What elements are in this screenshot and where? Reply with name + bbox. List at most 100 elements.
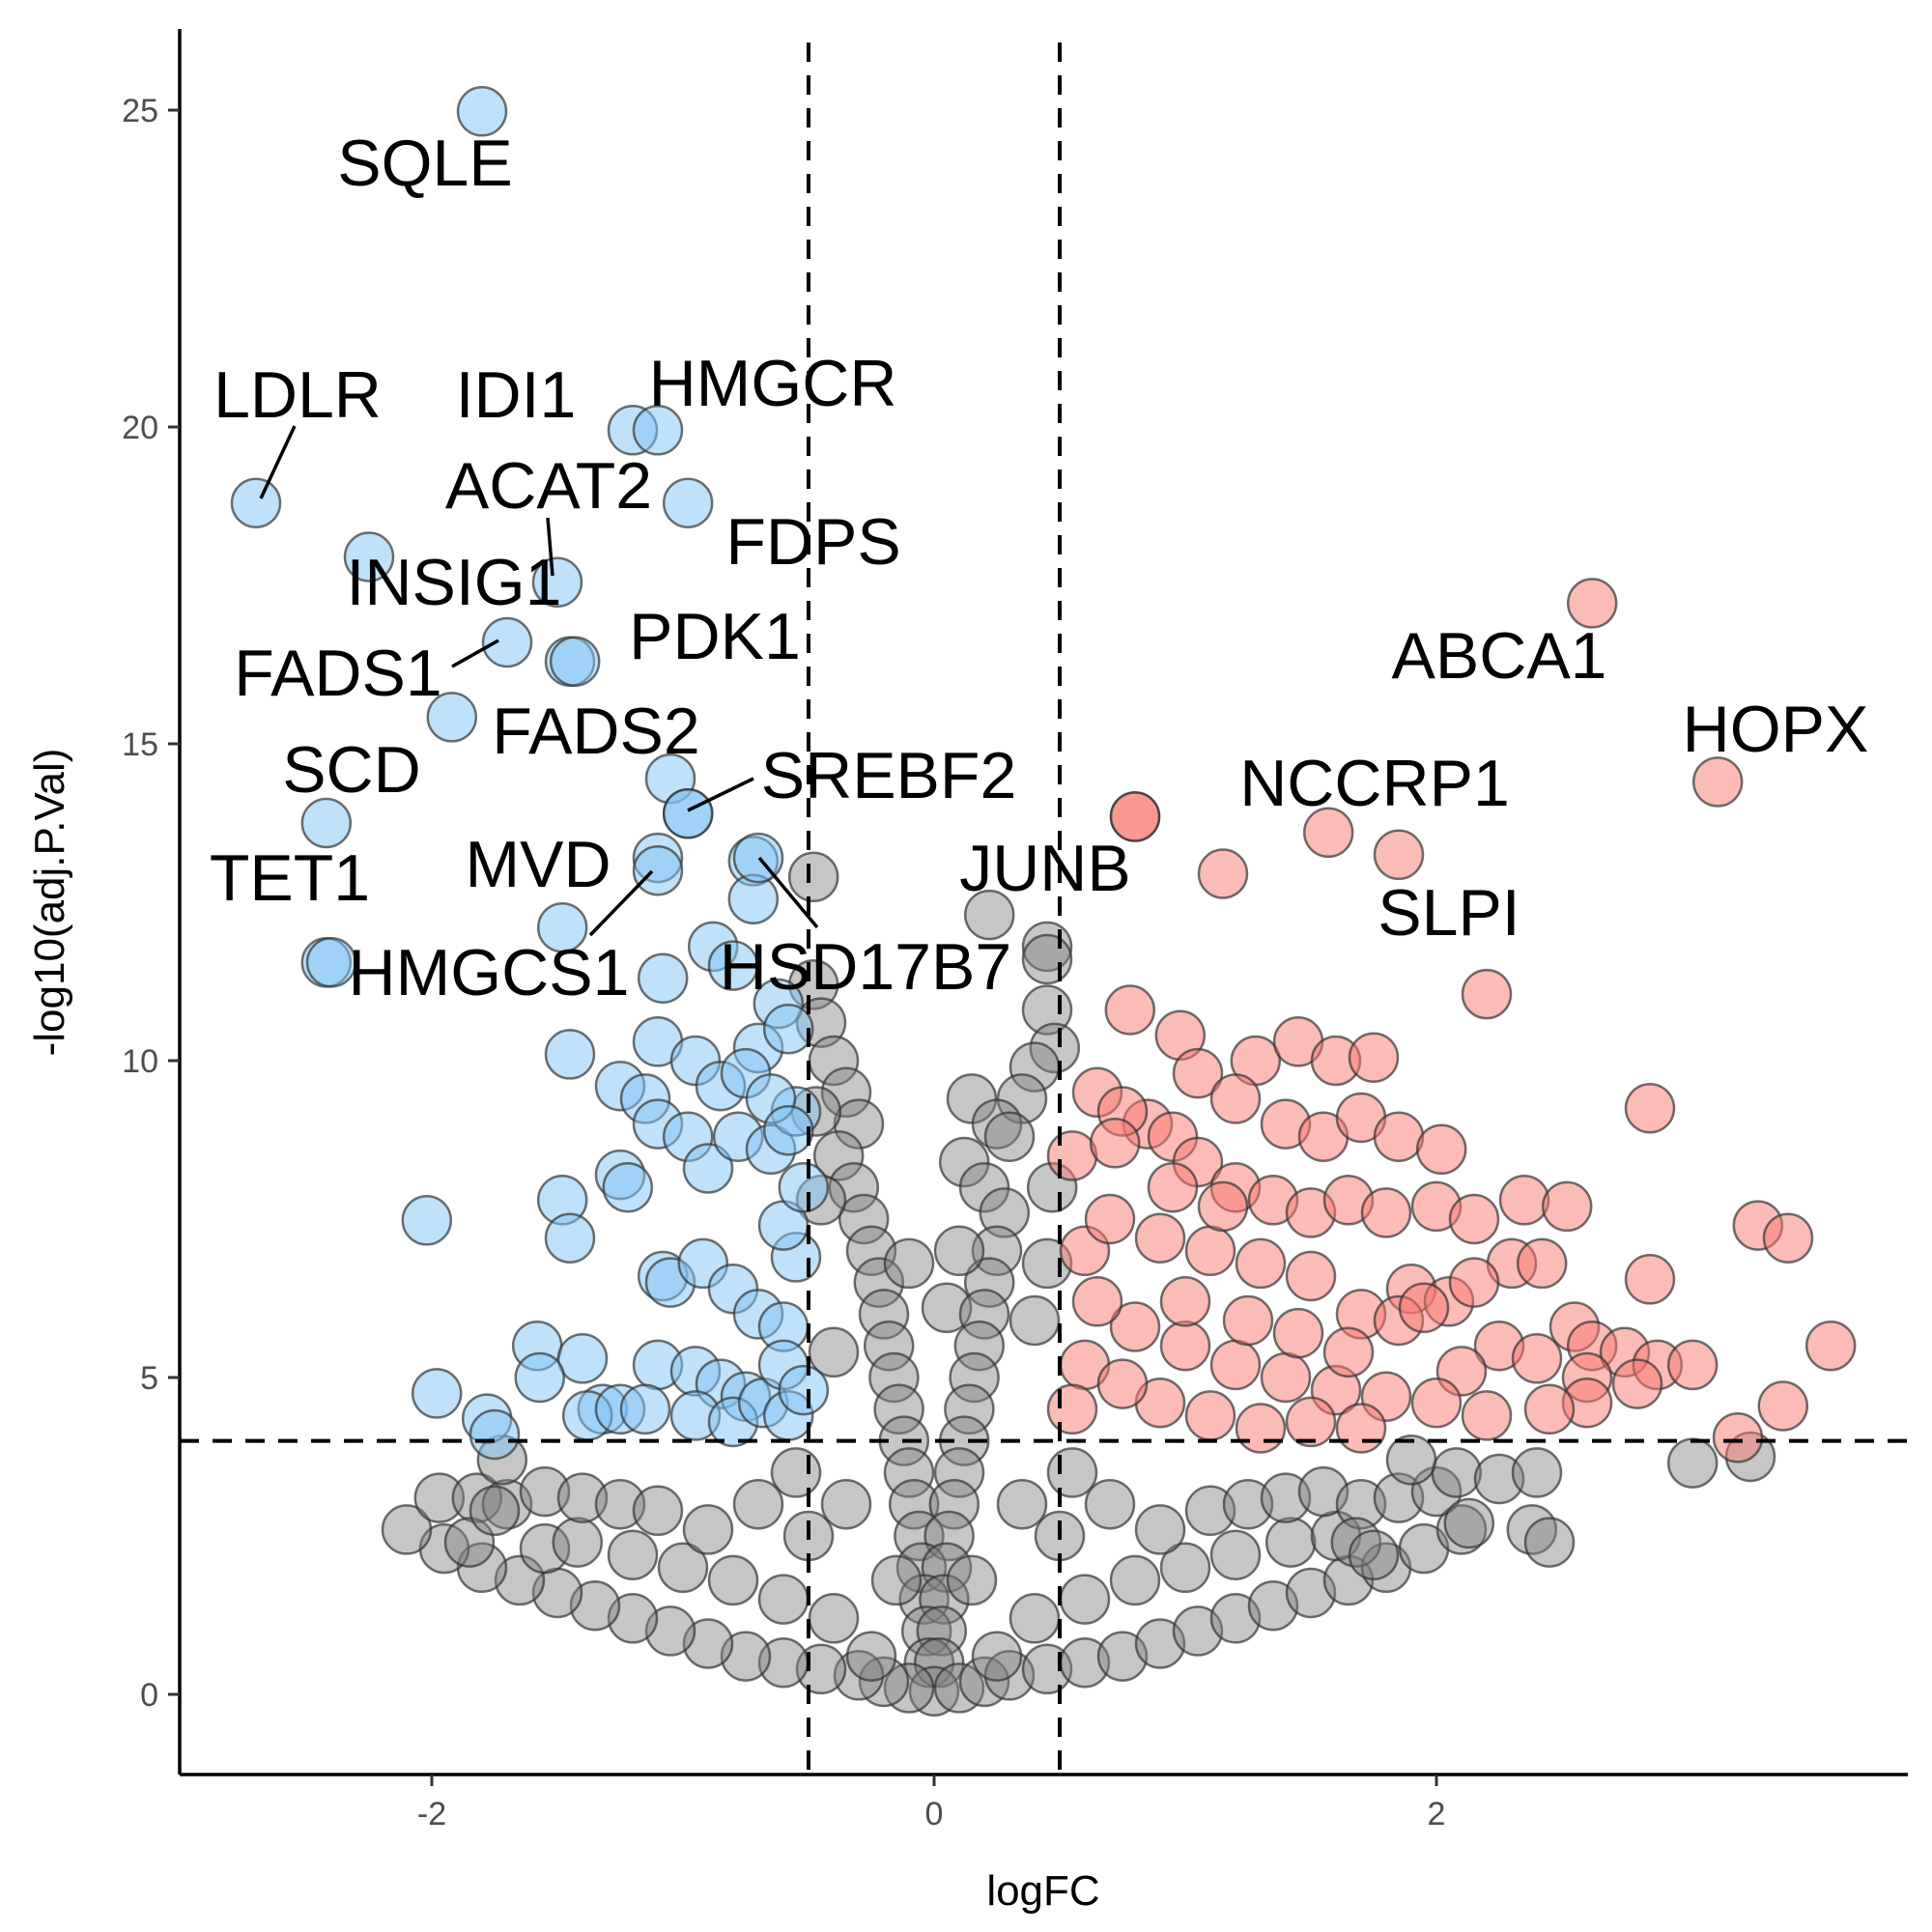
up-gene-point [1197, 1180, 1249, 1233]
down-gene-point [707, 940, 759, 991]
ns-gene-point [1435, 1504, 1488, 1555]
gene-label-pdk1: PDK1 [629, 600, 801, 673]
down-gene-point [544, 1029, 596, 1080]
ns-gene-point [1134, 1504, 1186, 1555]
up-gene-point [1134, 1212, 1186, 1264]
down-gene-point [544, 1212, 596, 1264]
up-gene-point [1109, 1301, 1161, 1352]
up-gene-point [1448, 1257, 1500, 1308]
ns-gene-point [1222, 1478, 1274, 1530]
ns-gene-point [983, 1650, 1036, 1701]
ns-gene-point [858, 1656, 910, 1708]
up-gene-point [1104, 984, 1156, 1036]
ns-gene-point [787, 851, 839, 903]
gene-label-fdps: FDPS [725, 505, 900, 579]
ns-gene-point [928, 1478, 980, 1530]
down-gene-point [556, 1333, 609, 1384]
ns-gene-point [632, 1485, 684, 1537]
ns-gene-point [883, 1237, 935, 1290]
ns-gene-point [1029, 1022, 1081, 1074]
label-leader-line [687, 777, 754, 812]
x-axis-title: logFC [986, 1867, 1099, 1915]
ns-gene-point [979, 1187, 1031, 1238]
y-tick-label: 15 [122, 726, 158, 763]
up-gene-point [1285, 1250, 1337, 1302]
ns-gene-point [933, 1447, 985, 1498]
ns-gene-point [958, 1161, 1010, 1213]
gene-label-junb: JUNB [959, 832, 1131, 905]
y-tick-label: 20 [122, 410, 158, 446]
ns-gene-point [838, 1193, 890, 1245]
axes [178, 29, 1908, 1776]
up-gene-point [1448, 1193, 1500, 1245]
up-gene-point [1360, 1187, 1412, 1238]
down-gene-point [401, 1195, 453, 1246]
ns-gene-point [963, 889, 1015, 941]
ns-gene-point [1335, 1478, 1387, 1530]
ns-gene-point [552, 1517, 604, 1568]
gene-label-hsd17b7: HSD17B7 [720, 930, 1011, 1004]
ns-gene-point [1172, 1605, 1224, 1657]
ns-gene-point [1285, 1567, 1337, 1619]
ns-gene-point [958, 1656, 1010, 1708]
y-tick-label: 5 [140, 1360, 158, 1397]
up-gene-point [1611, 1358, 1663, 1409]
point-junb [1109, 791, 1161, 842]
up-gene-point [1046, 1130, 1098, 1181]
up-gene-point [1260, 1351, 1312, 1404]
up-gene-point [1348, 1032, 1400, 1083]
ns-gene-point [1046, 1447, 1098, 1498]
up-gene-point [1159, 1320, 1211, 1372]
gene-label-idi1: IDI1 [456, 358, 577, 432]
point-nccrp1 [1302, 807, 1354, 859]
ns-gene-point [1134, 1618, 1186, 1669]
point-hmgcr [632, 405, 684, 456]
y-tick-label: 10 [122, 1043, 158, 1080]
label-leader-line [546, 517, 554, 577]
ns-gene-point [607, 1529, 659, 1580]
up-gene-point [1335, 1403, 1387, 1454]
up-gene-point [1461, 968, 1513, 1020]
up-gene-point [1235, 1237, 1287, 1290]
ns-gene-point [808, 1326, 860, 1378]
ns-gene-point [1209, 1593, 1262, 1644]
up-gene-point [1172, 1047, 1224, 1099]
ns-gene-point [1009, 1593, 1061, 1644]
ns-gene-point [569, 1579, 621, 1632]
ns-gene-point [1184, 1485, 1236, 1537]
up-gene-point [1272, 1307, 1324, 1359]
ns-gene-point [770, 1447, 822, 1498]
ns-gene-point [1473, 1453, 1525, 1505]
x-tick-label: -2 [417, 1796, 446, 1833]
ns-gene-point [820, 1478, 872, 1530]
ns-gene-point [451, 1472, 503, 1523]
ns-gene-point [958, 1289, 1010, 1340]
up-gene-point [1624, 1254, 1676, 1305]
y-tick-label: 25 [122, 93, 158, 129]
point-srebf2 [662, 787, 714, 839]
down-gene-point [411, 1368, 463, 1419]
ns-gene-point [1264, 1517, 1317, 1568]
gene-label-slpi: SLPI [1378, 876, 1520, 950]
ns-gene-point [1511, 1447, 1563, 1498]
down-gene-point [682, 1143, 734, 1194]
ns-gene-point [1666, 1437, 1719, 1489]
up-gene-point [1046, 1383, 1098, 1435]
up-gene-point [1373, 1111, 1425, 1162]
ns-gene-point [883, 1662, 935, 1714]
ns-gene-point [963, 1257, 1015, 1308]
up-gene-point [1757, 1380, 1809, 1432]
ns-gene-point [845, 1225, 897, 1277]
ns-gene-point [1059, 1574, 1111, 1625]
up-gene-point [1089, 1118, 1141, 1169]
down-gene-point [637, 952, 689, 1004]
gene-label-acat2: ACAT2 [445, 449, 652, 523]
up-gene-point [1209, 1073, 1262, 1124]
down-gene-point [469, 1408, 521, 1461]
up-gene-point [1071, 1276, 1123, 1327]
ns-gene-point [933, 1225, 985, 1277]
up-gene-point [1285, 1396, 1337, 1448]
ns-gene-point [1159, 1542, 1211, 1594]
ns-gene-point [983, 1111, 1036, 1162]
